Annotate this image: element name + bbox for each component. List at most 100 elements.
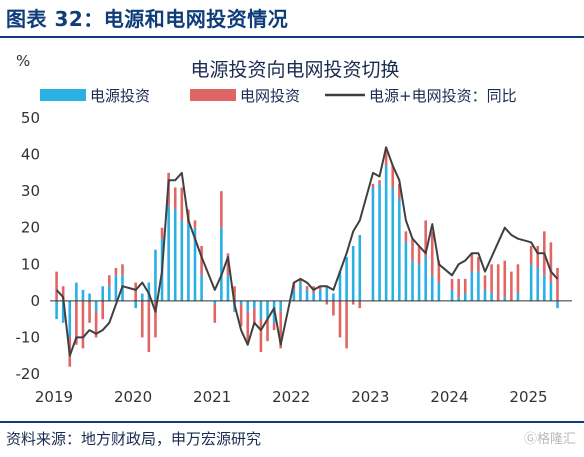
power-source-bar	[253, 300, 256, 309]
legend-grid-swatch	[190, 89, 236, 101]
power-source-bar	[516, 293, 520, 301]
y-tick-label: 20	[21, 219, 40, 237]
grid-bar	[108, 275, 111, 287]
power-source-bar	[200, 275, 203, 301]
power-source-bar	[529, 264, 533, 301]
grid-bar	[351, 300, 355, 305]
power-source-bar	[351, 246, 355, 301]
power-source-bar	[338, 271, 342, 301]
y-tick-label: 30	[21, 182, 40, 200]
legend-grid-label: 电网投资	[240, 87, 300, 105]
power-source-bar	[318, 289, 322, 301]
grid-bar	[200, 246, 203, 276]
grid-bar	[437, 260, 441, 283]
grid-bar	[450, 278, 454, 290]
power-source-bar	[180, 220, 184, 301]
grid-bar	[398, 183, 401, 199]
grid-bar	[160, 227, 164, 239]
grid-bar	[378, 180, 381, 184]
x-tick-label: 2019	[35, 388, 73, 406]
chart-canvas: 电源投资向电网投资切换 % 电源投资 电网投资 电源+电网投资：同比 -20 -10 0…	[16, 52, 572, 406]
power-source-bar	[536, 267, 540, 301]
power-source-bar	[358, 235, 362, 301]
power-source-bar	[332, 293, 335, 301]
grid-bar	[101, 300, 105, 320]
power-source-bar	[424, 256, 427, 301]
power-source-bar	[101, 286, 105, 301]
grid-bar	[529, 246, 533, 265]
power-source-bar	[549, 282, 553, 301]
grid-bar	[490, 264, 493, 294]
power-source-bar	[404, 242, 408, 301]
power-source-bar	[457, 297, 460, 301]
footer-rule	[0, 421, 584, 423]
power-source-bar	[88, 293, 91, 301]
grid-bar	[154, 300, 157, 338]
power-source-bar	[470, 271, 474, 301]
grid-bar	[384, 147, 388, 166]
power-source-bar	[266, 300, 269, 320]
line-layer	[55, 146, 559, 357]
x-tick-label: 2020	[114, 388, 152, 406]
grid-bar	[358, 300, 362, 309]
title-rule	[0, 36, 584, 38]
y-tick-label: 40	[21, 146, 40, 164]
power-source-bar	[378, 183, 381, 301]
power-source-bar	[81, 289, 85, 301]
grid-bar	[536, 246, 540, 268]
power-source-bar	[305, 289, 309, 301]
power-source-bar	[299, 282, 302, 301]
grid-bar	[55, 271, 58, 301]
power-source-bar	[450, 289, 454, 301]
total-yoy-line	[55, 146, 559, 357]
grid-bar	[259, 319, 263, 353]
x-tick-label: 2021	[193, 388, 231, 406]
power-source-bar	[134, 300, 137, 309]
grid-bar	[266, 319, 269, 342]
grid-bar	[140, 300, 144, 338]
legend: 电源投资 电网投资 电源+电网投资：同比	[40, 87, 517, 105]
grid-bar	[272, 322, 276, 331]
x-tick-label: 2024	[430, 388, 468, 406]
bars-layer	[55, 147, 559, 367]
grid-bar	[556, 267, 559, 301]
y-tick-label: -10	[16, 328, 41, 346]
power-source-bar	[384, 165, 388, 301]
grid-bar	[345, 300, 348, 349]
power-source-bar	[187, 224, 190, 301]
grid-bar	[180, 187, 184, 221]
grid-bar	[496, 264, 500, 301]
x-tick-label: 2022	[272, 388, 310, 406]
grid-bar	[457, 278, 460, 298]
legend-total-yoy-label: 电源+电网投资：同比	[369, 87, 517, 105]
power-source-bar	[246, 300, 250, 312]
grid-bar	[391, 165, 395, 188]
power-source-bar	[483, 289, 487, 301]
power-source-bar	[226, 275, 230, 301]
power-source-bar	[173, 209, 177, 301]
legend-power-source-label: 电源投资	[90, 87, 150, 105]
power-source-bar	[213, 300, 217, 305]
grid-bar	[417, 246, 421, 265]
grid-bar	[338, 300, 342, 338]
grid-bar	[134, 282, 137, 301]
watermark: Ⓖ格隆汇	[523, 432, 576, 447]
power-source-bar	[279, 300, 282, 312]
grid-bar	[239, 304, 243, 327]
power-source-bar	[68, 300, 72, 338]
power-source-bar	[61, 300, 65, 323]
power-source-bar	[543, 275, 546, 301]
y-tick-label: 50	[21, 109, 40, 127]
power-source-bar	[312, 293, 315, 301]
grid-bar	[463, 278, 467, 294]
power-source-bar	[140, 293, 144, 301]
grid-bar	[325, 300, 329, 305]
x-tick-label: 2025	[509, 388, 547, 406]
power-source-bar	[239, 300, 243, 305]
grid-bar	[424, 220, 427, 257]
grid-bar	[121, 264, 124, 276]
power-source-bar	[345, 256, 348, 301]
power-source-bar	[55, 300, 58, 320]
power-source-bar	[490, 293, 493, 301]
power-source-bar	[75, 282, 78, 301]
